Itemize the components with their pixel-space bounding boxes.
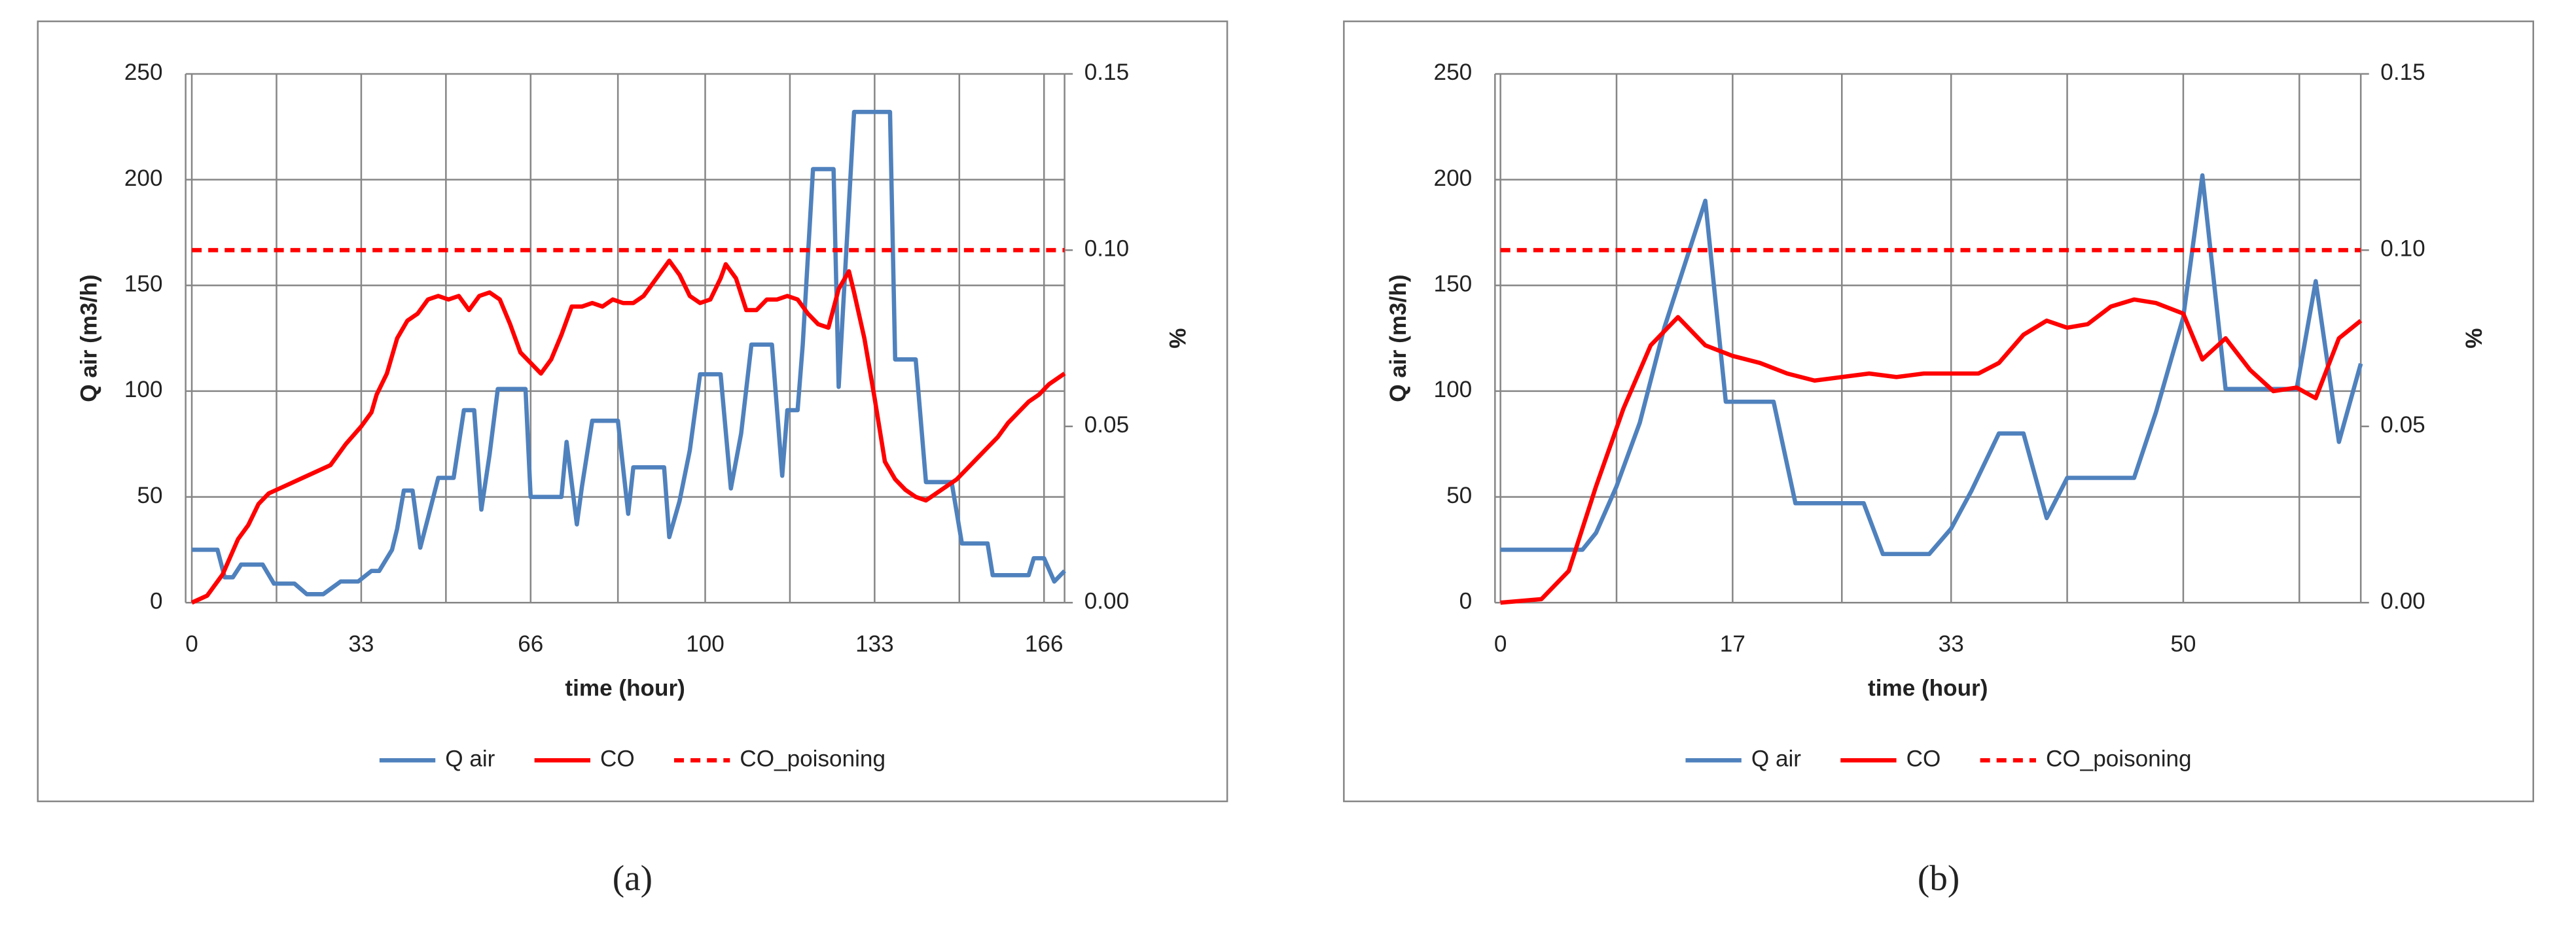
x-tick-label: 17: [1720, 631, 1745, 657]
y2-tick-label: 0.15: [2380, 60, 2425, 85]
y2-axis-title: %: [2461, 328, 2487, 348]
y2-tick-label: 0.05: [2380, 412, 2425, 438]
series-line: [192, 109, 1066, 597]
y-axis-title: Q air (m3/h): [76, 275, 101, 402]
y2-tick-label: 0.15: [1084, 60, 1129, 85]
x-tick-label: 133: [855, 631, 894, 657]
y-tick-label: 100: [1434, 377, 1473, 402]
y-tick-label: 50: [137, 483, 162, 508]
y2-tick-label: 0.00: [1084, 589, 1129, 614]
y-tick-label: 150: [124, 271, 163, 297]
x-axis-title: time (hour): [1868, 676, 1988, 701]
x-tick-label: 100: [686, 631, 724, 657]
caption: (a): [613, 858, 653, 898]
x-tick-label: 33: [348, 631, 374, 657]
legend-label: CO_poisoning: [740, 746, 885, 772]
legend-label: CO: [600, 746, 635, 772]
y-tick-label: 150: [1434, 271, 1473, 297]
y-tick-label: 0: [1459, 589, 1473, 614]
y2-axis-title: %: [1166, 328, 1191, 348]
y2-tick-label: 0.00: [2380, 589, 2425, 614]
y-tick-label: 200: [1434, 166, 1473, 191]
x-tick-label: 166: [1025, 631, 1064, 657]
legend-label: CO_poisoning: [2046, 746, 2192, 772]
legend: Q air CO CO_poisoning: [379, 746, 885, 772]
y-tick-label: 0: [150, 589, 163, 614]
caption: (b): [1918, 858, 1959, 898]
x-axis-title: time (hour): [565, 676, 685, 701]
y-axis-title: Q air (m3/h): [1386, 275, 1411, 402]
series-line: [1500, 297, 2363, 605]
legend-label: Q air: [1751, 746, 1801, 772]
y-tick-label: 50: [1446, 483, 1472, 508]
x-tick-label: 0: [1494, 631, 1507, 657]
x-tick-label: 33: [1939, 631, 1964, 657]
legend: Q air CO CO_poisoning: [1685, 746, 2192, 772]
y-tick-label: 200: [124, 166, 163, 191]
series-line: [190, 258, 1066, 605]
y2-tick-label: 0.05: [1084, 412, 1129, 438]
legend-label: Q air: [445, 746, 495, 772]
y-tick-label: 250: [124, 60, 163, 85]
x-tick-label: 0: [185, 631, 198, 657]
series-line: [1500, 173, 2363, 557]
y2-tick-label: 0.10: [1084, 236, 1129, 262]
y2-tick-label: 0.10: [2380, 236, 2425, 262]
legend-label: CO: [1906, 746, 1941, 772]
x-tick-label: 66: [518, 631, 543, 657]
x-tick-label: 50: [2170, 631, 2196, 657]
chart-frame: [37, 20, 1228, 803]
y-tick-label: 100: [124, 377, 163, 402]
y-tick-label: 250: [1434, 60, 1473, 85]
